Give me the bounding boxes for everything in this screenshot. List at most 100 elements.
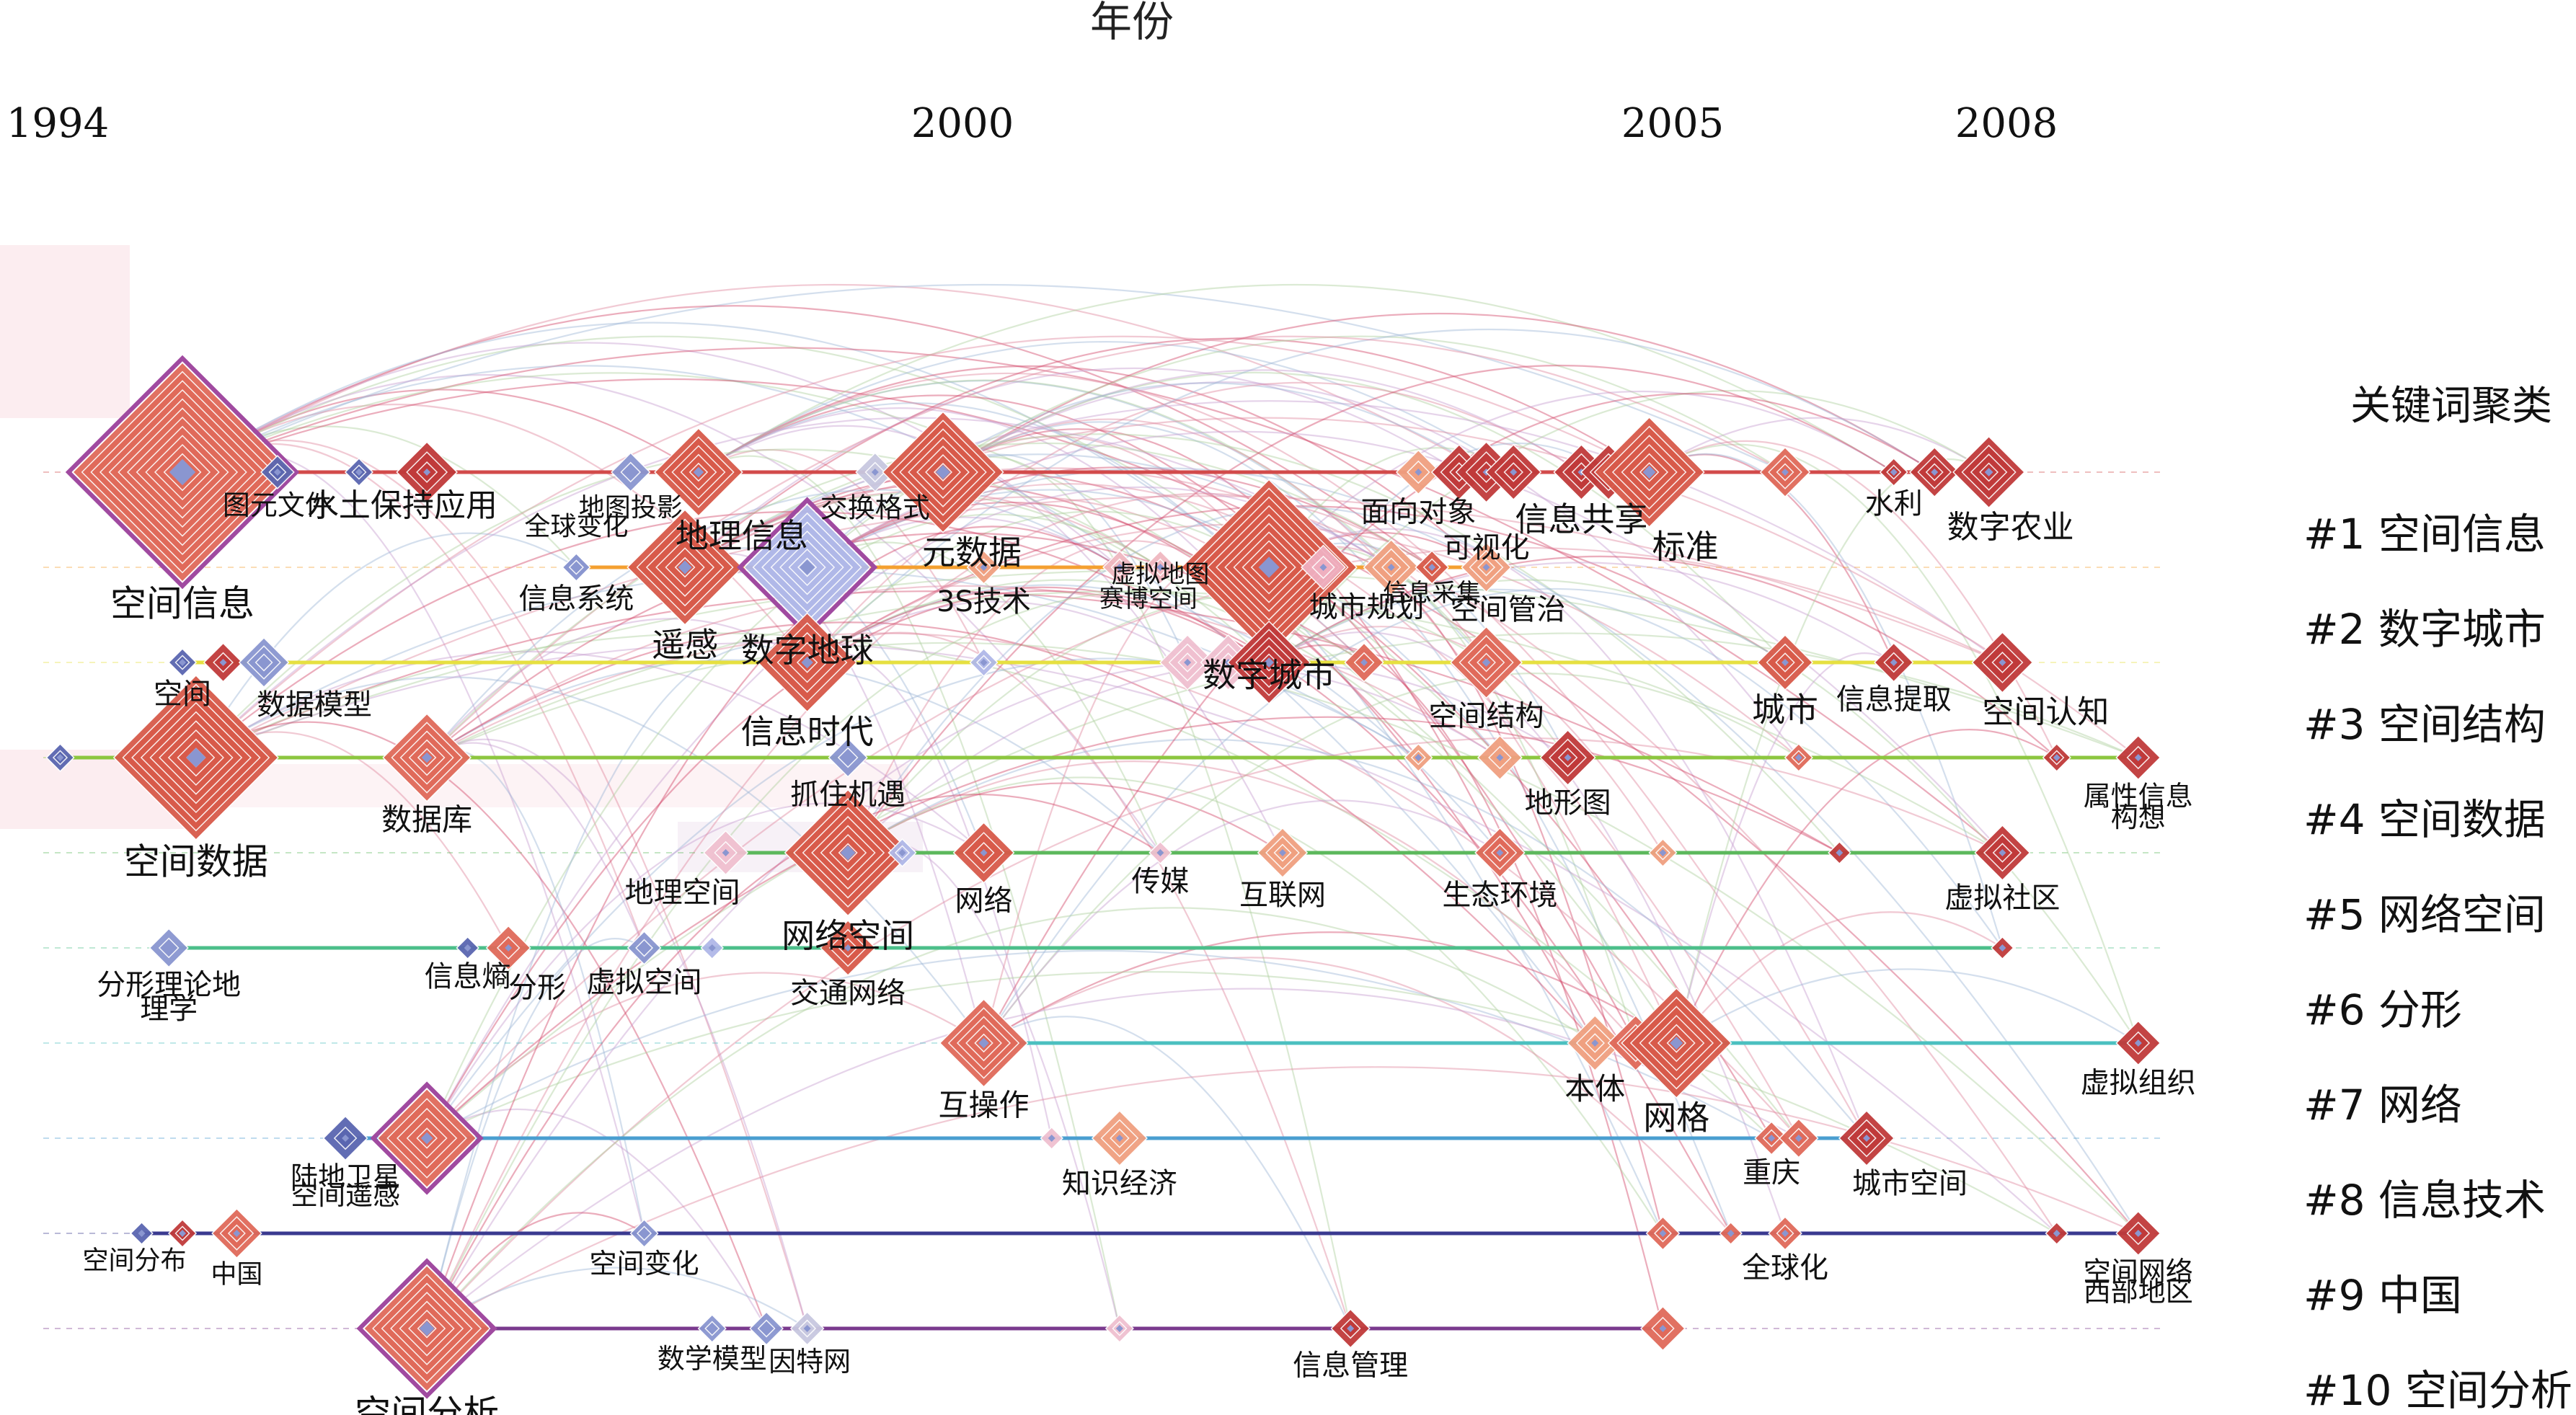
cooccurrence-arc (942, 418, 1678, 1044)
keyword-node (882, 411, 1004, 533)
keyword-node (167, 647, 198, 678)
node-core (980, 848, 988, 857)
keyword-label: 数字地球 (741, 631, 874, 670)
node-core (1264, 657, 1274, 667)
node-core (421, 752, 433, 763)
keyword-node (627, 931, 662, 965)
keyword-label: 城市规划 (1309, 590, 1424, 624)
keyword-node (1404, 742, 1433, 773)
node-core (273, 469, 281, 476)
keyword-label: 因特网 (769, 1346, 851, 1378)
node-core (219, 659, 227, 666)
cooccurrence-arc (684, 367, 1460, 568)
node-core (840, 845, 856, 861)
keyword-node (370, 1081, 484, 1195)
cooccurrence-arc (698, 380, 1487, 663)
node-core (2053, 754, 2061, 761)
keyword-node (2115, 735, 2161, 781)
keyword-node (1395, 449, 1441, 495)
cooccurrence-arc (426, 738, 808, 1329)
keyword-label: 空间认知 (1982, 694, 2109, 731)
cooccurrence-arc (182, 305, 1433, 568)
keyword-label: 网络 (955, 884, 1013, 918)
keyword-node (1539, 729, 1596, 786)
keyword-node (1784, 742, 1813, 773)
keyword-node (784, 789, 912, 917)
keyword-label: 陆地卫星 (291, 1161, 400, 1193)
keyword-node (1908, 446, 1960, 498)
cooccurrence-arc (182, 284, 1487, 473)
node-core (179, 1230, 187, 1237)
cooccurrence-arc (1676, 458, 1990, 1044)
cooccurrence-arc (182, 321, 1365, 663)
keyword-label: 重庆 (1743, 1156, 1800, 1189)
keyword-node (1180, 479, 1358, 656)
node-core (1670, 1036, 1683, 1050)
cluster-label-8: #8 信息技术 (2303, 1176, 2546, 1225)
cooccurrence-arc (806, 329, 1935, 663)
cooccurrence-arc (195, 642, 2058, 1234)
cooccurrence-arc (195, 417, 1392, 758)
keyword-label: 空间管治 (1451, 593, 1566, 626)
node-core (1482, 564, 1490, 571)
node-core (2134, 1039, 2142, 1047)
node-core (1999, 658, 2006, 667)
node-core (2053, 1230, 2061, 1237)
cooccurrence-arc (698, 448, 985, 663)
keyword-label: 空间分布 (83, 1246, 187, 1275)
cluster-label-4: #4 空间数据 (2303, 795, 2546, 844)
keyword-label: 知识经济 (1062, 1167, 1177, 1200)
keyword-label: 构想 (2111, 802, 2166, 833)
node-core (803, 1325, 811, 1332)
keyword-node (1991, 936, 2014, 960)
keyword-node (203, 642, 244, 683)
keyword-label: 信息采集 (1383, 579, 1481, 608)
cooccurrence-arc (807, 489, 1501, 758)
keyword-node (1257, 827, 1309, 879)
node-core (1642, 465, 1656, 479)
keyword-label: 空间网络 (2084, 1256, 2193, 1288)
node-core (1768, 1135, 1776, 1142)
keyword-node (344, 457, 373, 487)
node-core (138, 1230, 146, 1237)
keyword-node (1091, 1109, 1148, 1167)
keyword-label: 属性信息 (2084, 781, 2193, 812)
keyword-node (1344, 642, 1384, 683)
cooccurrence-arc (847, 782, 1283, 853)
keyword-label: 图元文件 (223, 489, 332, 521)
keyword-label: 可视化 (1443, 531, 1530, 564)
keyword-node (1648, 838, 1678, 868)
cooccurrence-arc (426, 737, 2003, 1329)
cooccurrence-arc (1268, 555, 2058, 758)
cooccurrence-arc (807, 600, 1188, 663)
keyword-node (1756, 634, 1814, 691)
cluster-label-10: #10 空间分析 (2303, 1366, 2572, 1415)
keyword-node (356, 1258, 497, 1399)
node-core (1415, 754, 1422, 761)
node-core (1156, 564, 1164, 571)
keyword-node (1974, 824, 2031, 882)
node-core (1931, 469, 1939, 476)
cooccurrence-arc (698, 407, 1216, 568)
keyword-label: 地形图 (1525, 786, 1611, 820)
node-core (678, 560, 692, 575)
keyword-node (1363, 538, 1420, 596)
keyword-node (485, 925, 531, 971)
keyword-nodes (45, 355, 2161, 1399)
node-core (1278, 849, 1286, 856)
node-core (1564, 754, 1572, 761)
cooccurrence-arc (847, 506, 1487, 853)
keyword-node (1159, 634, 1216, 691)
cooccurrence-arc (942, 371, 1786, 663)
legend-title: 关键词聚类 (2350, 383, 2552, 430)
cooccurrence-arc (983, 588, 1786, 1044)
keyword-label: 中国 (211, 1259, 262, 1289)
chart-title: 年份 (1090, 0, 1174, 46)
node-core (708, 944, 716, 952)
cooccurrence-arc (806, 381, 1583, 663)
node-core (169, 458, 196, 486)
keyword-label: 抓住机遇 (790, 779, 906, 812)
cooccurrence-arc (1268, 588, 2004, 949)
keyword-label: 虚拟空间 (587, 966, 702, 999)
cooccurrence-arc (942, 312, 1935, 473)
